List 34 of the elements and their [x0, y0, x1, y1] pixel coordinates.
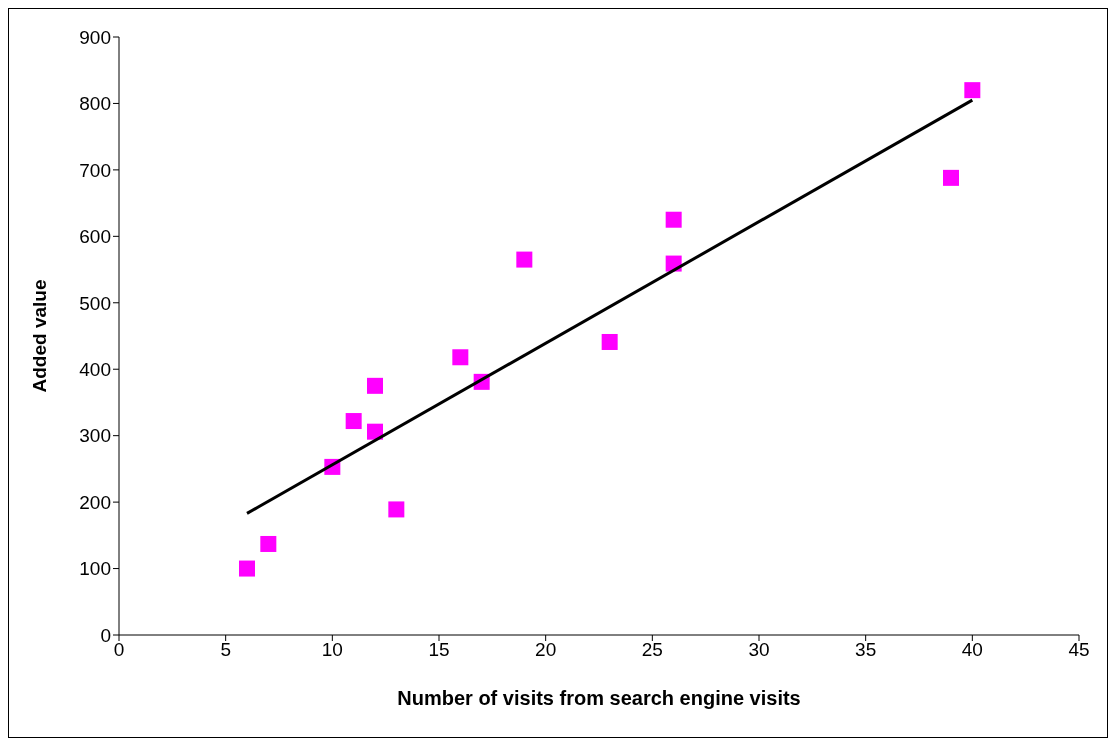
point	[367, 377, 383, 394]
x-tick-label: 40	[961, 639, 983, 661]
y-tick-label: 200	[79, 491, 111, 513]
x-tick-label: 5	[220, 639, 231, 661]
x-tick-label: 15	[428, 639, 450, 661]
y-tick-label: 900	[79, 26, 111, 48]
y-tick-label: 800	[79, 93, 111, 115]
y-tick-label: 100	[79, 558, 111, 580]
x-tick-label: 20	[535, 639, 557, 661]
x-axis-title: Number of visits from search engine visits	[397, 687, 801, 709]
point	[260, 535, 277, 552]
point	[388, 501, 405, 518]
point	[516, 251, 533, 268]
point	[601, 333, 618, 350]
x-tick-label: 25	[641, 639, 663, 661]
y-tick-label: 500	[79, 292, 111, 314]
x-tick-label: 10	[321, 639, 343, 661]
point	[665, 211, 682, 228]
y-tick-label: 0	[100, 624, 111, 646]
point	[452, 349, 469, 366]
x-tick-label: 45	[1068, 639, 1090, 661]
point	[964, 82, 981, 99]
x-tick-label: 30	[748, 639, 770, 661]
point	[239, 560, 255, 577]
point	[367, 423, 383, 440]
y-tick-label: 300	[79, 425, 111, 447]
x-tick-label: 0	[113, 639, 125, 661]
y-axis-title: Added value	[28, 279, 50, 393]
point	[943, 169, 959, 186]
x-tick-label: 35	[855, 639, 877, 661]
y-tick-label: 400	[79, 358, 111, 380]
y-tick-label: 600	[79, 226, 111, 248]
point	[345, 413, 362, 430]
y-tick-label: 700	[79, 159, 111, 181]
